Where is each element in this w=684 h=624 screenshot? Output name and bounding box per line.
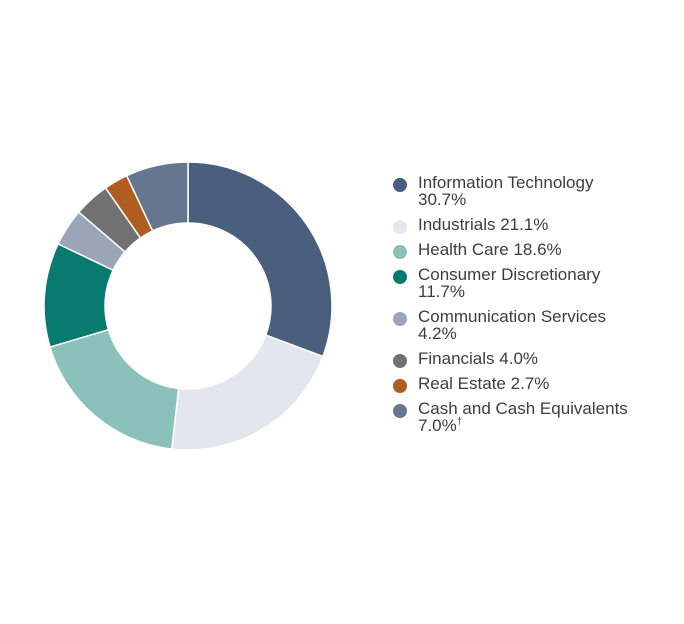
donut-slice-health-care bbox=[49, 328, 180, 450]
legend-swatch bbox=[393, 220, 407, 234]
chart-legend: Information Technology 30.7% Industrials 2… bbox=[392, 174, 678, 442]
legend-label: Cash and Cash Equivalents bbox=[418, 399, 628, 418]
legend-value: 11.7% bbox=[418, 282, 465, 301]
legend-item: Industrials 21.1% bbox=[392, 215, 678, 234]
donut-slice-information-technology bbox=[187, 161, 333, 358]
legend-item: Health Care 18.6% bbox=[392, 240, 678, 259]
legend-label: Communication Services bbox=[418, 307, 607, 326]
legend-item: Cash and Cash Equivalents 7.0%† bbox=[392, 400, 678, 434]
legend-item: Communication Services 4.2% bbox=[392, 308, 678, 342]
legend-item: Information Technology 30.7% bbox=[392, 174, 678, 208]
legend-swatch bbox=[393, 178, 407, 192]
legend-value: 4.2% bbox=[418, 324, 457, 343]
legend-label: Industrials bbox=[418, 215, 496, 234]
legend-label: Financials bbox=[418, 349, 495, 368]
legend-label: Information Technology bbox=[418, 173, 594, 192]
donut-slice-industrials bbox=[170, 334, 324, 451]
legend-swatch bbox=[393, 354, 407, 368]
legend-swatch bbox=[393, 245, 407, 259]
legend-label: Health Care bbox=[418, 240, 509, 259]
legend-label: Real Estate bbox=[418, 374, 506, 393]
legend-swatch bbox=[393, 404, 407, 418]
donut-slice-cash-and-cash-equivalents bbox=[125, 161, 189, 232]
legend-value: 4.0% bbox=[499, 349, 539, 368]
legend-label: Consumer Discretionary bbox=[418, 265, 601, 284]
legend-value: 21.1% bbox=[500, 215, 549, 234]
legend-item: Consumer Discretionary 11.7% bbox=[392, 266, 678, 300]
legend-swatch bbox=[393, 379, 407, 393]
legend-swatch bbox=[393, 270, 407, 284]
legend-swatch bbox=[393, 312, 407, 326]
legend-value: 18.6% bbox=[513, 240, 562, 259]
legend-item: Real Estate 2.7% bbox=[392, 374, 678, 393]
legend-value: 30.7% bbox=[418, 190, 467, 209]
legend-footnote-marker: † bbox=[456, 416, 463, 428]
legend-value: 2.7% bbox=[510, 374, 550, 393]
legend-item: Financials 4.0% bbox=[392, 349, 678, 368]
legend-value: 7.0% bbox=[418, 416, 457, 435]
